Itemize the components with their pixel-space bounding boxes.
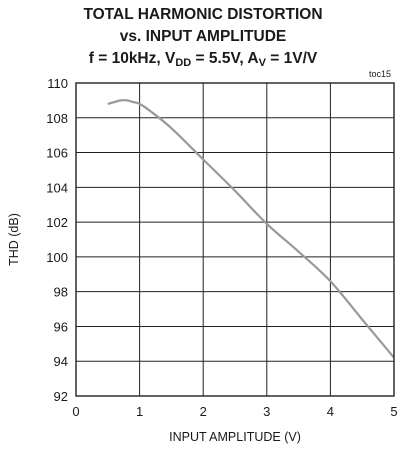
chart-subtitle: f = 10kHz, VDD = 5.5V, AV = 1V/V <box>0 50 406 72</box>
x-tick-labels: 0 1 2 3 4 5 <box>72 404 397 419</box>
x-tick-label: 1 <box>136 404 143 419</box>
x-tick-label: 0 <box>72 404 79 419</box>
y-tick-label: 108 <box>46 111 68 126</box>
subtitle-gain-subscript: V <box>258 57 266 69</box>
thd-curve <box>107 99 395 359</box>
y-tick-label: 104 <box>46 180 68 195</box>
y-tick-label: 92 <box>54 389 68 404</box>
chart-title-line-1: TOTAL HARMONIC DISTORTION <box>83 6 323 23</box>
y-tick-labels: 92 94 96 98 100 102 104 106 108 110 <box>46 76 68 404</box>
subtitle-gain-value: = 1V/V <box>265 50 318 67</box>
y-tick-label: 100 <box>46 250 68 265</box>
y-tick-label: 110 <box>47 76 68 91</box>
x-axis-label: INPUT AMPLITUDE (V) <box>169 430 301 444</box>
figure-tag: toc15 <box>369 69 392 79</box>
y-axis-label: THD (dB) <box>7 213 21 266</box>
subtitle-vdd-subscript: DD <box>175 57 192 69</box>
x-tick-label: 2 <box>200 404 207 419</box>
y-tick-label: 96 <box>54 319 68 334</box>
y-tick-label: 98 <box>54 285 68 300</box>
x-tick-label: 4 <box>327 404 334 419</box>
plot-frame <box>75 82 395 397</box>
subtitle-vdd-symbol: V <box>165 50 176 67</box>
subtitle-vdd-value: = 5.5V, <box>191 50 248 67</box>
x-tick-label: 5 <box>390 404 397 419</box>
chart-title-line-2: vs. INPUT AMPLITUDE <box>119 28 287 45</box>
y-tick-label: 102 <box>46 215 68 230</box>
subtitle-gain-symbol: A <box>247 50 259 67</box>
y-tick-label: 94 <box>54 354 68 369</box>
y-tick-label: 106 <box>46 146 68 161</box>
subtitle-frequency: f = 10kHz, <box>88 50 165 67</box>
grid-lines <box>75 82 395 397</box>
x-tick-label: 3 <box>263 404 270 419</box>
